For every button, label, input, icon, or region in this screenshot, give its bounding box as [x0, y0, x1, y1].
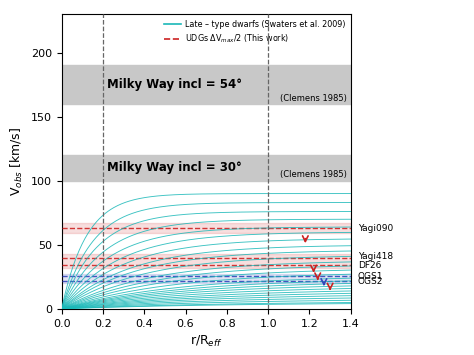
Text: Yagi090: Yagi090: [358, 224, 393, 233]
Text: Yagi418: Yagi418: [358, 252, 393, 262]
Bar: [62, 274, 351, 283]
Text: Milky Way incl = 30°: Milky Way incl = 30°: [107, 162, 242, 174]
Legend: Late – type dwarfs (Swaters et al. 2009), UDGs ΔV$_{max}$/2 (This work): Late – type dwarfs (Swaters et al. 2009)…: [161, 17, 348, 49]
Text: (Clemens 1985): (Clemens 1985): [280, 94, 346, 103]
Y-axis label: V$_{obs}$ [km/s]: V$_{obs}$ [km/s]: [9, 127, 25, 196]
X-axis label: r/R$_{eff}$: r/R$_{eff}$: [190, 334, 222, 349]
Text: OGS2: OGS2: [358, 278, 383, 286]
Text: (Clemens 1985): (Clemens 1985): [280, 170, 346, 180]
Bar: [62, 155, 351, 181]
Bar: [62, 254, 351, 268]
Bar: [62, 223, 351, 233]
Text: Milky Way incl = 54°: Milky Way incl = 54°: [107, 78, 242, 91]
Text: OGS1: OGS1: [358, 272, 383, 281]
Bar: [62, 65, 351, 104]
Text: DF26: DF26: [358, 261, 381, 270]
